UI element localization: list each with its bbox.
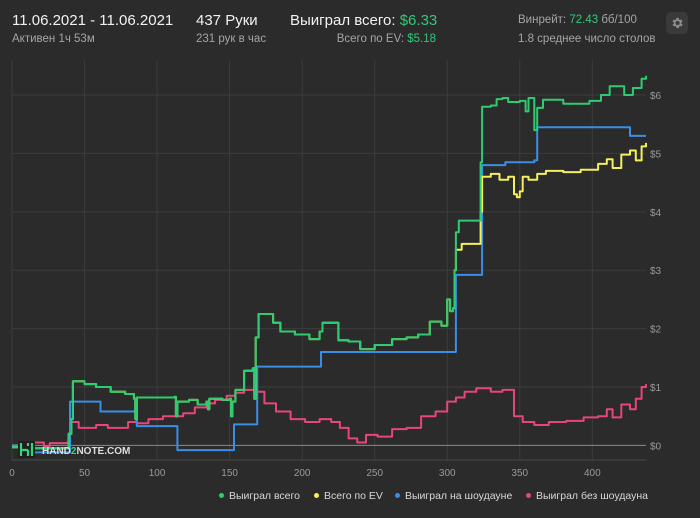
winrate-value: 72.43 (569, 14, 599, 26)
y-tick-label: $2 (650, 325, 662, 336)
y-tick-label: $1 (650, 383, 662, 394)
hands-per-hour: 231 рук в час (196, 33, 267, 45)
gear-icon (672, 17, 683, 29)
settings-button[interactable] (666, 12, 688, 34)
series-line-0 (12, 75, 647, 450)
x-tick-label: 150 (221, 468, 238, 479)
active-time: Активен 1ч 53м (12, 33, 95, 45)
hand2note-watermark: HAND2NOTE.COM (18, 441, 130, 458)
x-tick-label: 0 (9, 468, 15, 479)
y-tick-label: $3 (650, 266, 662, 277)
legend-item-showdown[interactable]: Выиграл на шоудауне (395, 490, 512, 504)
y-tick-label: $5 (650, 149, 662, 160)
series-lines (12, 75, 647, 454)
x-tick-label: 200 (294, 468, 311, 479)
stats-header: 11.06.2021 - 11.06.2021 Активен 1ч 53м 4… (0, 0, 700, 52)
x-tick-label: 300 (439, 468, 456, 479)
ev-total-value: $5.18 (407, 33, 436, 45)
watermark-text: HAND2NOTE.COM (42, 446, 130, 457)
legend-label-won: Выиграл всего (229, 490, 300, 502)
grid (11, 60, 646, 461)
x-tick-label: 350 (511, 468, 528, 479)
legend-dot-ev (314, 492, 319, 498)
won-total-value: $6.33 (399, 12, 438, 29)
legend-label-non-showdown: Выиграл без шоудауна (536, 490, 648, 502)
x-tick-label: 250 (366, 468, 383, 479)
y-tick-label: $4 (650, 208, 662, 219)
legend-item-non-showdown[interactable]: Выиграл без шоудауна (526, 490, 648, 504)
legend-dot-non-showdown (526, 492, 531, 498)
legend-item-ev[interactable]: Всего по EV (314, 490, 383, 504)
winrate-unit: бб/100 (601, 14, 637, 26)
series-line-2 (12, 126, 646, 454)
series-line-1 (12, 142, 647, 450)
won-total-label: Выиграл всего: (290, 12, 396, 29)
winrate-label: Винрейт: (518, 14, 567, 26)
avg-tables: 1.8 среднее число столов (518, 33, 656, 45)
logo-mark (19, 443, 34, 456)
winrate: Винрейт: 72.43 бб/100 (518, 14, 637, 26)
legend-label-showdown: Выиграл на шоудауне (405, 490, 513, 502)
tick-labels: 0 50 100 150 200 250 300 350 400 $0 $1 $2 $3 $4 $5 $6 (9, 91, 661, 479)
legend-dot-won (219, 492, 224, 498)
date-range: 11.06.2021 - 11.06.2021 (12, 12, 174, 29)
x-tick-label: 400 (584, 468, 601, 479)
legend-dot-showdown (395, 492, 400, 498)
winnings-chart: 0 50 100 150 200 250 300 350 400 $0 $1 $2 $3 $4 $5 $6 H… (9, 60, 662, 479)
y-tick-label: $0 (650, 441, 662, 452)
y-tick-label: $6 (650, 91, 662, 102)
ev-total-label: Всего по EV: (336, 33, 405, 45)
legend-label-ev: Всего по EV (324, 490, 383, 502)
series-line-3 (12, 384, 647, 448)
x-tick-label: 100 (149, 468, 166, 479)
won-total: Выиграл всего: $6.33 (290, 12, 437, 29)
legend-item-won[interactable]: Выиграл всего (219, 490, 300, 504)
x-tick-label: 50 (79, 468, 91, 479)
hands-count: 437 Руки (196, 12, 258, 29)
ev-total: Всего по EV: $5.18 (337, 33, 436, 45)
